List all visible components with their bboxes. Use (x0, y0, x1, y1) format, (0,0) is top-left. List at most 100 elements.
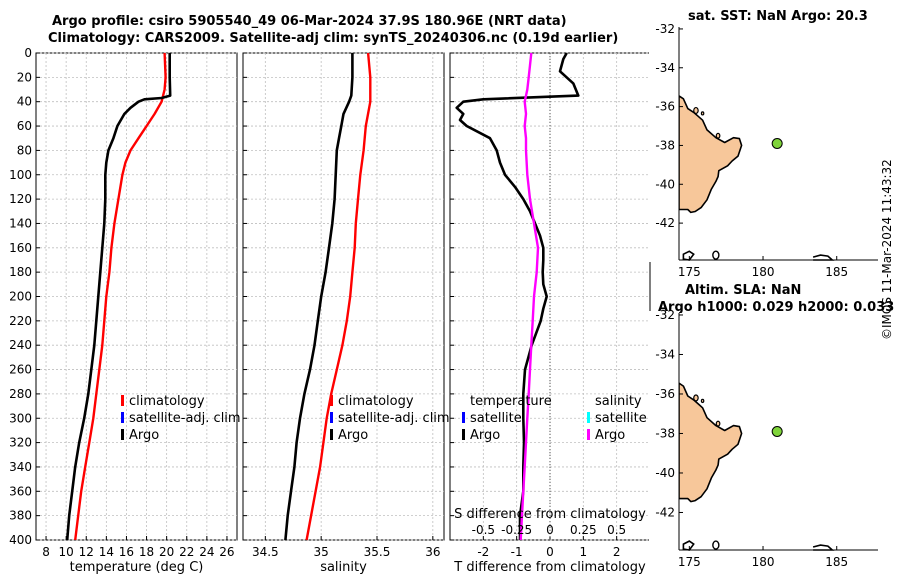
temp-legend-climatology-label: climatology (129, 394, 205, 409)
map-bottom-ytick-label: -32 (655, 308, 675, 322)
difference-xtick-label: -2 (477, 545, 489, 559)
map-top-island (693, 106, 699, 115)
figure-title-line-1: Argo profile: csiro 5905540_49 06-Mar-20… (52, 14, 567, 29)
map-top-left-mask (649, 25, 679, 262)
sal-legend-satellite-label: satellite-adj. clim (338, 411, 450, 426)
temperature-xtick-label: 16 (119, 545, 134, 559)
map-bottom-title-1: Altim. SLA: NaN (685, 283, 802, 298)
map-bottom-ytick-label: -36 (655, 387, 675, 401)
diff-legend-sal-argo-label: Argo (595, 428, 625, 443)
map-top-ytick-label: -36 (655, 100, 675, 114)
map-bottom-island (715, 420, 721, 427)
diff-legend-sal-argo-swatch (587, 429, 590, 440)
difference-xlabel: T difference from climatology (453, 560, 646, 575)
diff-top-xtick-label: -0.25 (501, 523, 532, 537)
temp-legend-climatology-swatch (121, 395, 124, 406)
diff-legend-sal-satellite-label: satellite (595, 411, 647, 426)
diff-top-axis-label: S difference from climatology (454, 507, 646, 522)
sal-legend-climatology-swatch (330, 395, 333, 406)
temperature-ytick-label: 320 (9, 436, 32, 450)
difference-xtick-label: 0 (546, 545, 554, 559)
map-top-ytick-label: -32 (655, 22, 675, 36)
temperature-ytick-label: 300 (9, 411, 32, 425)
map-top-small-island (712, 250, 720, 260)
map-bottom-south-island-coast (682, 540, 695, 551)
map-top-island (700, 111, 705, 116)
temperature-ytick-label: 200 (9, 290, 32, 304)
diff-legend-temp-satellite-swatch (462, 412, 465, 423)
salinity-xtick-label: 36 (425, 545, 440, 559)
diff-legend-temp-argo-label: Argo (470, 428, 500, 443)
figure-title-line-2: Climatology: CARS2009. Satellite-adj cli… (48, 31, 619, 46)
temperature-ytick-label: 400 (9, 533, 32, 547)
map-top-ytick-label: -38 (655, 138, 675, 152)
map-bottom-ytick-label: -34 (655, 347, 675, 361)
temp-legend-argo-swatch (121, 429, 124, 440)
diff-legend-temp-argo-swatch (462, 429, 465, 440)
map-bottom-left-mask (649, 311, 679, 552)
temperature-ytick-label: 0 (24, 46, 32, 60)
map-top-title: sat. SST: NaN Argo: 20.3 (688, 9, 868, 24)
map-top-xtick-label: 185 (825, 265, 848, 279)
temperature-ytick-label: 180 (9, 265, 32, 279)
map-bottom-island (693, 394, 699, 402)
map-top-south-island-coast (682, 250, 695, 261)
temperature-ytick-label: 380 (9, 509, 32, 523)
map-bottom-island (700, 398, 705, 404)
diff-top-xtick-label: 0 (546, 523, 554, 537)
temperature-xtick-label: 18 (139, 545, 154, 559)
temperature-ytick-label: 60 (17, 119, 32, 133)
map-bottom-float-marker (771, 426, 783, 437)
salinity-xtick-label: 35 (314, 545, 329, 559)
temp-climatology-line (74, 52, 167, 541)
temperature-ytick-label: 240 (9, 338, 32, 352)
map-top-xtick-label: 175 (678, 265, 701, 279)
map-bottom-small-island (712, 540, 720, 550)
map-bottom-xtick-label: 175 (678, 555, 701, 569)
temperature-ytick-label: 120 (9, 192, 32, 206)
sal-legend-climatology-label: climatology (338, 394, 414, 409)
temperature-ytick-label: 40 (17, 95, 32, 109)
temperature-xtick-label: 22 (179, 545, 194, 559)
map-bottom-title-2: Argo h1000: 0.029 h2000: 0.033 (658, 300, 895, 315)
temperature-ytick-label: 280 (9, 387, 32, 401)
sal-legend-argo-label: Argo (338, 428, 368, 443)
diff-salinity-argo-line (519, 52, 540, 541)
difference-xtick-label: 2 (613, 545, 621, 559)
temperature-ytick-label: 140 (9, 216, 32, 230)
diff-legend-sal-satellite-swatch (587, 412, 590, 423)
temperature-ytick-label: 260 (9, 363, 32, 377)
map-top-xtick-label: 180 (752, 265, 775, 279)
temperature-ytick-label: 160 (9, 241, 32, 255)
temperature-xtick-label: 10 (59, 545, 74, 559)
diff-legend-group-temperature: temperature (470, 394, 552, 409)
sal-climatology-line (305, 52, 372, 541)
diff-top-xtick-label: 0.25 (570, 523, 597, 537)
sal-legend-argo-swatch (330, 429, 333, 440)
map-top-north-island-land (678, 95, 743, 214)
temperature-xtick-label: 8 (42, 545, 50, 559)
temp-legend-satellite-swatch (121, 412, 124, 423)
temperature-xtick-label: 14 (99, 545, 114, 559)
map-bottom-north-island-land (678, 382, 743, 503)
temperature-xtick-label: 20 (159, 545, 174, 559)
map-bottom-ytick-label: -42 (655, 505, 675, 519)
temperature-ytick-label: 220 (9, 314, 32, 328)
sal-argo-line (284, 53, 354, 541)
temp-legend-argo-label: Argo (129, 428, 159, 443)
salinity-xlabel: salinity (320, 560, 367, 575)
temperature-xtick-label: 24 (199, 545, 214, 559)
salinity-xtick-label: 35.5 (364, 545, 391, 559)
temperature-ytick-label: 20 (17, 70, 32, 84)
map-bottom-ytick-label: -38 (655, 426, 675, 440)
map-bottom-xtick-label: 180 (752, 555, 775, 569)
difference-xtick-label: -1 (511, 545, 523, 559)
map-bottom-xtick-label: 185 (825, 555, 848, 569)
diff-legend-group-salinity: salinity (595, 394, 642, 409)
diff-top-xtick-label: 0.5 (607, 523, 626, 537)
map-top-ytick-label: -40 (655, 177, 675, 191)
temperature-ytick-label: 340 (9, 460, 32, 474)
map-top-ytick-label: -42 (655, 216, 675, 230)
sal-legend-satellite-swatch (330, 412, 333, 423)
